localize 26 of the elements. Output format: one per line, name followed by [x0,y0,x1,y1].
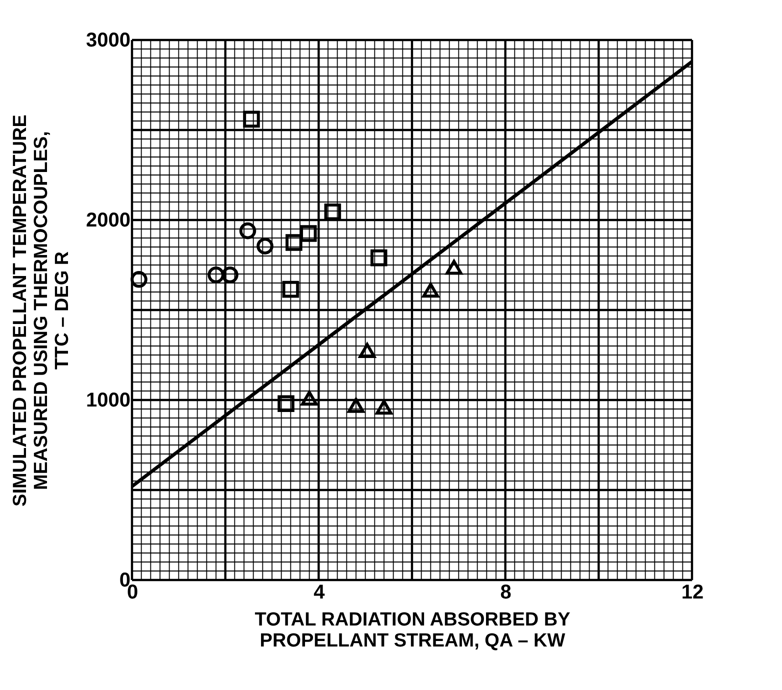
point [324,204,342,220]
y-tick-label: 3000 [86,30,130,52]
point [286,234,302,251]
point [300,390,318,406]
x-tick-label: 4 [314,582,326,604]
point [282,280,300,298]
point [376,400,392,415]
y-tick-label: 1000 [86,390,130,412]
point [256,238,274,254]
point [243,110,260,128]
x-axis-title: TOTAL RADIATION ABSORBED BY PROPELLANT STREAM, QA – KW [254,610,571,652]
point [208,266,224,284]
point [370,249,388,266]
point [348,398,364,413]
point [239,222,256,240]
point [422,282,440,298]
x-tick-label: 8 [500,582,512,604]
point [222,266,238,284]
point [446,260,462,275]
point [278,395,294,412]
x-tick-label: 12 [681,582,704,604]
point [130,271,148,288]
y-axis-title: SIMULATED PROPELLANT TEMPERATURE MEASURED USING THERMOCOUPLES, TTC – DEG R [10,114,74,506]
point [300,225,317,242]
y-tick-label: 2000 [86,210,130,232]
point [358,343,376,358]
